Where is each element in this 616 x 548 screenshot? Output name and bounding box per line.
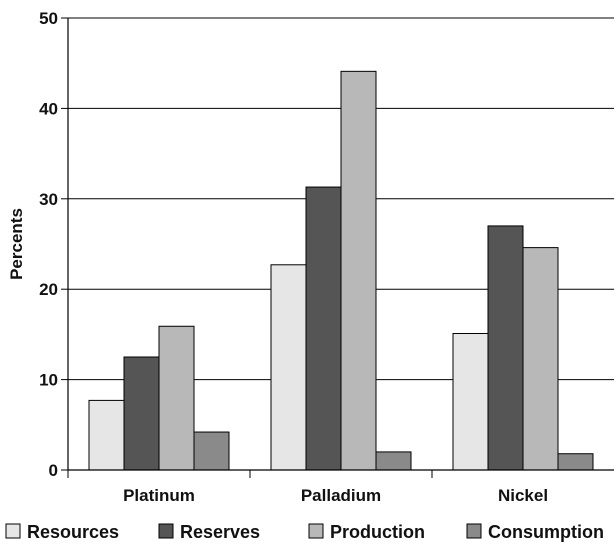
- legend-swatch-resources: [5, 523, 21, 539]
- y-tick-label: 40: [39, 99, 58, 118]
- legend-label-reserves: Reserves: [180, 522, 260, 542]
- legend-swatch-reserves: [158, 523, 174, 539]
- bar-resources-nickel: [452, 332, 489, 471]
- axes: [61, 17, 614, 478]
- bar-reserves-platinum: [123, 356, 160, 471]
- bar-production-platinum: [158, 325, 195, 471]
- bar-production-nickel: [522, 247, 559, 471]
- y-tick-label: 20: [39, 280, 58, 299]
- y-tick-label: 10: [39, 371, 58, 390]
- bar-resources-palladium: [270, 264, 307, 471]
- y-tick-label: 50: [39, 9, 58, 28]
- bars: [88, 70, 594, 471]
- legend-swatch-production: [308, 523, 324, 539]
- bar-reserves-nickel: [487, 225, 524, 471]
- bar-resources-platinum: [88, 399, 125, 471]
- legend: Resources Reserves Production Consumption: [5, 522, 604, 542]
- legend-label-resources: Resources: [27, 522, 119, 542]
- axis-labels: 0 10 20 30 40 50 Platinum Palladium Nickel: [39, 9, 548, 505]
- y-axis-title: Percents: [7, 208, 26, 280]
- y-tick-label: 0: [49, 461, 58, 480]
- bar-consumption-platinum: [193, 431, 230, 471]
- x-tick-label: Nickel: [498, 486, 548, 505]
- bar-consumption-nickel: [557, 453, 594, 471]
- bar-production-palladium: [340, 70, 377, 471]
- legend-label-consumption: Consumption: [488, 522, 604, 542]
- y-tick-label: 30: [39, 190, 58, 209]
- x-tick-label: Palladium: [301, 486, 381, 505]
- bar-consumption-palladium: [375, 451, 412, 471]
- x-tick-label: Platinum: [123, 486, 195, 505]
- bar-reserves-palladium: [305, 186, 342, 471]
- legend-label-production: Production: [330, 522, 425, 542]
- legend-swatch-consumption: [466, 523, 482, 539]
